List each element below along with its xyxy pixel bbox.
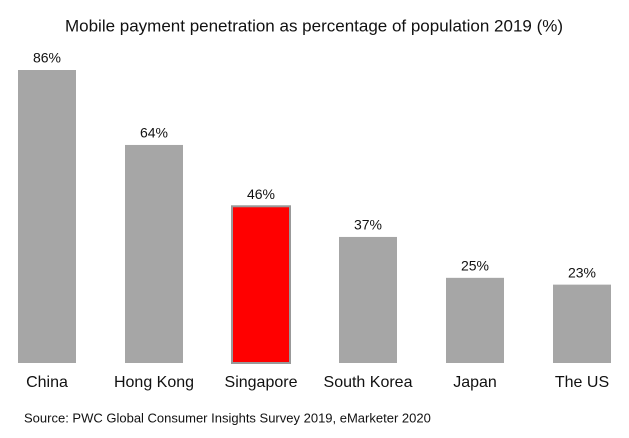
bar bbox=[18, 70, 76, 363]
value-label: 25% bbox=[461, 258, 489, 274]
x-tick-label: Singapore bbox=[225, 374, 298, 391]
bar bbox=[446, 277, 504, 363]
bar bbox=[553, 284, 611, 363]
source-note: Source: PWC Global Consumer Insights Sur… bbox=[24, 410, 431, 425]
value-label: 46% bbox=[247, 186, 275, 202]
x-tick-label: Japan bbox=[453, 374, 497, 391]
value-label: 23% bbox=[568, 264, 596, 280]
x-tick-label: Hong Kong bbox=[114, 374, 194, 391]
value-label: 37% bbox=[354, 217, 382, 233]
bar bbox=[339, 236, 397, 363]
bar bbox=[231, 205, 291, 364]
value-label: 64% bbox=[140, 125, 168, 141]
x-tick-label: The US bbox=[555, 374, 609, 391]
bar bbox=[125, 144, 183, 363]
chart-title: Mobile payment penetration as percentage… bbox=[65, 16, 563, 35]
value-label: 86% bbox=[33, 50, 61, 66]
x-tick-label: China bbox=[26, 374, 68, 391]
x-tick-label: South Korea bbox=[324, 374, 413, 391]
